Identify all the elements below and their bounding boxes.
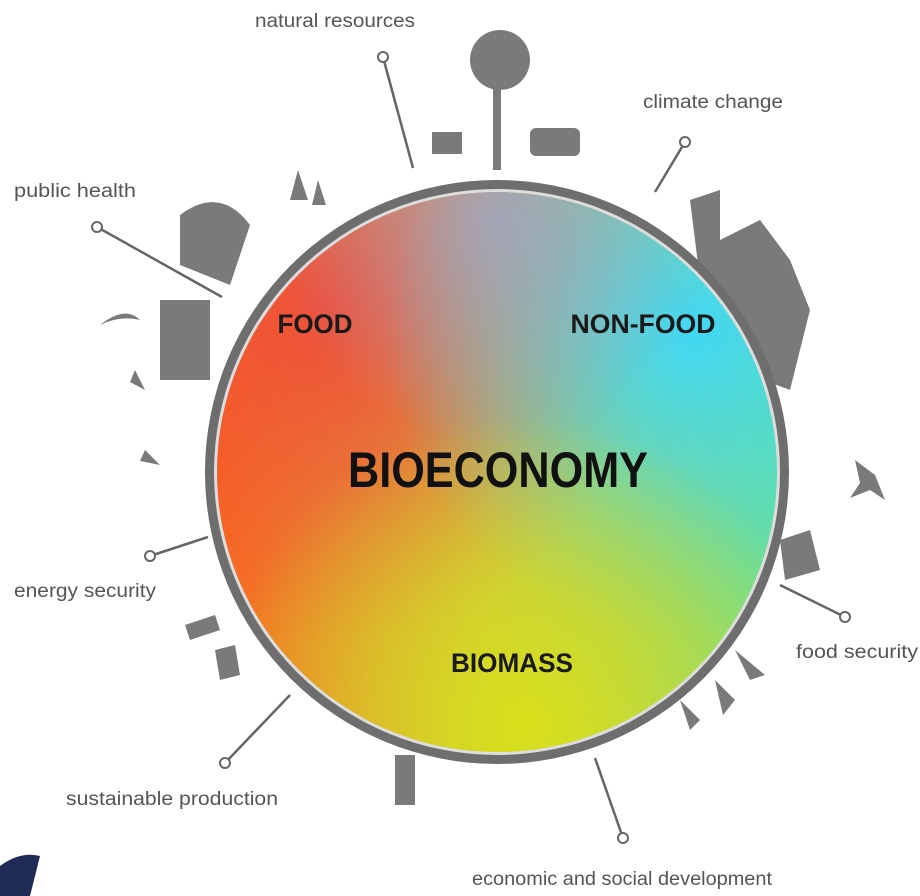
callout-label: climate change bbox=[643, 92, 783, 113]
callout-label: sustainable production bbox=[66, 789, 278, 810]
callout-label: energy security bbox=[14, 581, 157, 602]
callout-label: natural resources bbox=[255, 11, 415, 32]
sector-label: FOOD bbox=[278, 309, 353, 339]
diagram: FOOD NON-FOOD BIOMASS BIOECONOMY natural… bbox=[0, 0, 920, 896]
center-title: BIOECONOMY bbox=[348, 442, 648, 498]
callout-label: public health bbox=[14, 181, 136, 202]
callout-label: food security bbox=[796, 642, 919, 663]
sector-label: BIOMASS bbox=[451, 648, 573, 678]
sector-label: NON-FOOD bbox=[571, 309, 716, 339]
callout-label: economic and social development bbox=[472, 869, 773, 890]
